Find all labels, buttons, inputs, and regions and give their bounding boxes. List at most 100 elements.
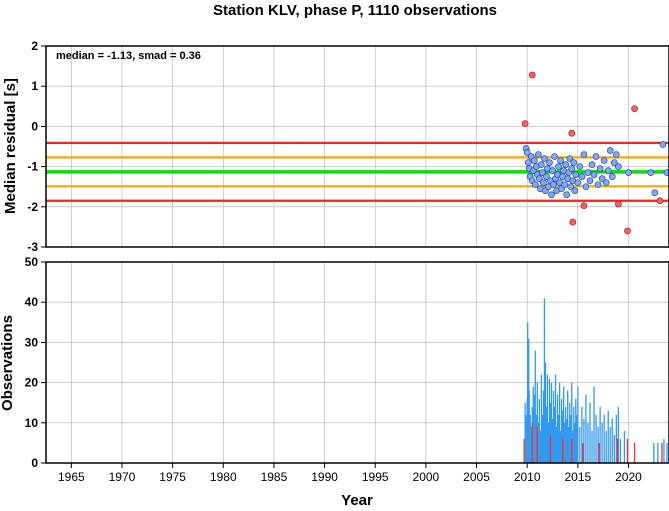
inlier-point bbox=[539, 169, 546, 176]
inlier-point bbox=[600, 157, 608, 164]
y-tick-label: 40 bbox=[25, 295, 39, 309]
inlier-point bbox=[531, 181, 539, 189]
inlier-point bbox=[596, 165, 604, 172]
y-tick-label: 1 bbox=[31, 79, 38, 93]
inlier-point bbox=[588, 161, 596, 168]
inlier-point bbox=[524, 159, 532, 166]
y-tick-label: 0 bbox=[31, 119, 38, 133]
inlier-point bbox=[608, 173, 616, 180]
bottom-frame bbox=[45, 261, 669, 464]
inlier-point bbox=[651, 189, 659, 197]
inlier-point bbox=[563, 191, 571, 199]
y-tick-label: -3 bbox=[27, 240, 38, 254]
x-tick-label: 2000 bbox=[413, 470, 440, 484]
x-tick-label: 2020 bbox=[615, 470, 642, 484]
x-axis-label: Year bbox=[341, 492, 373, 509]
inlier-point bbox=[535, 175, 543, 183]
inlier-point bbox=[555, 163, 562, 170]
inlier-point bbox=[548, 191, 555, 199]
inlier-point bbox=[534, 151, 542, 158]
y-tick-label: 50 bbox=[25, 255, 39, 269]
outlier-point bbox=[631, 105, 638, 113]
x-tick-label: 1995 bbox=[362, 470, 389, 484]
x-ticks: 1965 1970 1975 1980 1985 1990 1995 2000 2005 2010… bbox=[58, 463, 642, 484]
inlier-point bbox=[567, 183, 575, 191]
y-tick-label: 10 bbox=[25, 416, 39, 430]
inlier-point bbox=[541, 155, 548, 162]
y-tick-label: 20 bbox=[25, 376, 39, 390]
inlier-point bbox=[614, 163, 622, 170]
chart-title: Station KLV, phase P, 1110 observations bbox=[213, 2, 497, 19]
inlier-point bbox=[659, 141, 667, 148]
inlier-point bbox=[530, 157, 538, 164]
inlier-point bbox=[602, 179, 610, 187]
inlier-point bbox=[590, 171, 598, 178]
top-panel: median = -1.13, smad = 0.36 2 1 0 -1 -2 -3 Me… bbox=[2, 39, 669, 254]
inlier-point bbox=[562, 161, 570, 168]
inlier-point bbox=[598, 175, 606, 183]
top-gridlines bbox=[46, 45, 669, 248]
x-tick-label: 2010 bbox=[514, 470, 541, 484]
x-tick-label: 1980 bbox=[210, 470, 237, 484]
outlier-point bbox=[528, 71, 536, 79]
inlier-point bbox=[551, 153, 558, 160]
inlier-point bbox=[538, 161, 545, 168]
inlier-point bbox=[540, 179, 547, 187]
y-tick-label: 0 bbox=[31, 456, 38, 470]
inlier-point bbox=[584, 169, 592, 176]
y-tick-label: -2 bbox=[27, 200, 38, 214]
inlier-point bbox=[582, 183, 590, 191]
inlier-point bbox=[592, 153, 600, 160]
inlier-point bbox=[604, 167, 612, 174]
x-tick-label: 1965 bbox=[58, 470, 85, 484]
outlier-point bbox=[614, 200, 622, 208]
inlier-point bbox=[612, 151, 620, 158]
inlier-point bbox=[572, 171, 580, 178]
y-tick-label: 30 bbox=[25, 335, 39, 349]
inlier-point bbox=[580, 151, 588, 158]
inlier-point bbox=[550, 181, 557, 189]
top-y-axis-label: Median residual [s] bbox=[2, 78, 19, 214]
x-tick-label: 2015 bbox=[564, 470, 591, 484]
inlier-point bbox=[523, 149, 531, 156]
inlier-point bbox=[571, 187, 579, 195]
x-tick-label: 1985 bbox=[261, 470, 288, 484]
x-tick-label: 1975 bbox=[159, 470, 186, 484]
inlier-point bbox=[546, 159, 553, 166]
top-y-ticks: 2 1 0 -1 -2 -3 bbox=[27, 39, 46, 254]
inlier-point bbox=[606, 147, 614, 154]
inlier-point bbox=[566, 155, 574, 162]
inlier-point bbox=[574, 179, 582, 187]
inlier-point bbox=[578, 173, 586, 180]
bottom-y-axis-label: Observations bbox=[0, 315, 16, 411]
inlier-point bbox=[557, 157, 564, 164]
inlier-point bbox=[568, 165, 576, 172]
inlier-point bbox=[549, 167, 556, 174]
outlier-point bbox=[569, 218, 577, 226]
inlier-point bbox=[594, 181, 602, 189]
x-tick-label: 1990 bbox=[311, 470, 338, 484]
x-tick-label: 1970 bbox=[109, 470, 136, 484]
stats-annotation: median = -1.13, smad = 0.36 bbox=[56, 50, 201, 62]
bottom-y-ticks: 50 40 30 20 10 0 bbox=[25, 255, 46, 470]
inlier-point bbox=[586, 177, 594, 185]
x-tick-label: 2005 bbox=[463, 470, 490, 484]
inlier-point bbox=[647, 169, 655, 176]
outlier-point bbox=[521, 120, 529, 127]
y-tick-label: 2 bbox=[31, 39, 38, 53]
outlier-point bbox=[624, 227, 631, 235]
outlier-point bbox=[580, 202, 588, 209]
inlier-point bbox=[570, 159, 578, 166]
residual-points bbox=[521, 71, 669, 235]
inlier-point bbox=[625, 169, 632, 176]
observation-bars bbox=[523, 298, 668, 463]
inlier-point bbox=[561, 181, 569, 189]
y-tick-label: -1 bbox=[27, 160, 38, 174]
top-frame bbox=[45, 45, 669, 248]
inlier-point bbox=[663, 169, 669, 176]
outlier-point bbox=[656, 197, 664, 205]
inlier-point bbox=[543, 173, 550, 180]
outlier-point bbox=[568, 129, 576, 137]
